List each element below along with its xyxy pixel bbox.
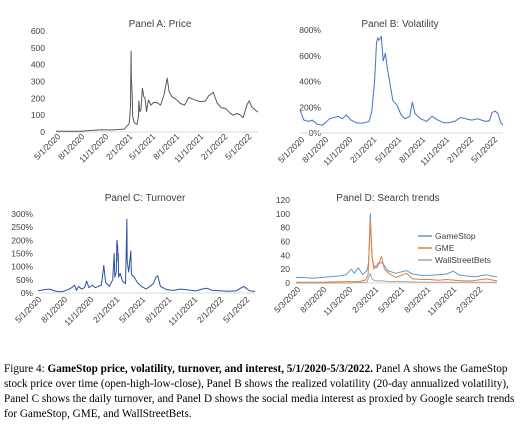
panel-d-series xyxy=(296,213,498,284)
panel-d-xtick: 2/3/2022 xyxy=(454,284,485,315)
panel-a-yticks: 0 100 200 300 400 500 600 xyxy=(31,26,45,137)
panel-d-ytick: 100 xyxy=(276,209,290,219)
panel-d-xtick: 5/3/2021 xyxy=(376,284,407,315)
panel-d-yticks: 0 20 40 60 80 100 120 xyxy=(276,195,290,288)
panel-c-ytick: 300% xyxy=(11,209,33,219)
panel-d-ytick: 20 xyxy=(281,264,291,274)
panel-c: Panel C: Turnover 0% 50% 100% 150% 200% … xyxy=(11,193,256,328)
panel-c-xticks: 5/1/2020 8/1/2020 11/1/2020 2/1/2021 5/1… xyxy=(13,294,252,328)
panel-d: Panel D: Search trends 0 20 40 60 80 100… xyxy=(272,193,498,318)
panel-c-title: Panel C: Turnover xyxy=(105,193,186,204)
panel-d-title: Panel D: Search trends xyxy=(336,193,439,204)
panel-b-title: Panel B: Volatility xyxy=(361,19,438,30)
legend-label-gme: GME xyxy=(435,243,455,253)
panel-b-xtick: 2/1/2021 xyxy=(348,134,379,165)
caption-body: Panel A shows the GameStop stock price o… xyxy=(4,363,515,420)
panel-c-yticks: 0% 50% 100% 150% 200% 250% 300% xyxy=(11,209,33,298)
series-line-c-series-0 xyxy=(37,218,256,293)
legend-label-gamestop: GameStop xyxy=(435,231,476,241)
panel-a-ytick: 0 xyxy=(40,127,45,137)
series-line-a-series-0 xyxy=(56,50,259,132)
panel-a-ytick: 200 xyxy=(31,93,45,103)
panel-a-title: Panel A: Price xyxy=(129,19,192,30)
panel-d-xticks: 5/3/2020 8/3/2020 11/3/2020 2/3/2021 5/3… xyxy=(272,284,485,318)
panel-c-ytick: 250% xyxy=(11,222,33,232)
panel-a-xtick: 5/1/2022 xyxy=(223,131,254,162)
series-line-gamestop xyxy=(296,213,498,279)
panel-b-ytick: 400% xyxy=(299,77,321,87)
panel-d-ytick: 60 xyxy=(281,237,291,247)
panel-c-xtick: 5/1/2020 xyxy=(13,294,44,325)
series-line-wallstreetbets xyxy=(296,272,497,284)
panel-c-xtick: 5/1/2022 xyxy=(221,294,252,325)
series-line-b-series-0 xyxy=(299,35,504,126)
panel-b-xtick: 5/1/2022 xyxy=(469,134,500,165)
series-line-gme xyxy=(296,220,498,283)
panel-a-ytick: 300 xyxy=(31,77,45,87)
legend-label-wallstreetbets: WallStreetBets xyxy=(435,255,491,265)
figure-panels: Panel A: Price 0 100 200 300 400 500 600… xyxy=(11,19,504,328)
panel-a-ytick: 500 xyxy=(31,43,45,53)
panel-d-xtick: 2/3/2021 xyxy=(350,284,381,315)
caption-title: GameStop price, volatility, turnover, an… xyxy=(47,363,373,375)
panel-d-ytick: 40 xyxy=(281,250,291,260)
panel-d-legend: GameStop GME WallStreetBets xyxy=(418,231,491,265)
panel-c-xtick: 5/1/2021 xyxy=(117,294,148,325)
panel-c-ytick: 150% xyxy=(11,249,33,259)
panel-c-series xyxy=(37,218,256,293)
panel-c-xtick: 2/1/2021 xyxy=(91,294,122,325)
panel-b-xticks: 5/1/2020 8/1/2020 11/1/2020 2/1/2021 5/1… xyxy=(276,134,500,168)
panel-a-ytick: 400 xyxy=(31,60,45,70)
figure-caption: Figure 4: GameStop price, volatility, tu… xyxy=(4,362,527,422)
panel-c-ytick: 50% xyxy=(16,275,33,285)
panel-d-ytick: 0 xyxy=(285,278,290,288)
panel-a-ytick: 600 xyxy=(31,26,45,36)
panel-a: Panel A: Price 0 100 200 300 400 500 600… xyxy=(31,19,259,165)
panel-a-ytick: 100 xyxy=(31,110,45,120)
panel-d-xtick: 5/3/2020 xyxy=(272,284,303,315)
panel-b-ytick: 200% xyxy=(299,102,321,112)
panel-d-ytick: 120 xyxy=(276,195,290,205)
panel-b: Panel B: Volatility 0% 200% 400% 600% 80… xyxy=(276,19,504,168)
panel-c-ytick: 100% xyxy=(11,262,33,272)
panel-d-ytick: 80 xyxy=(281,223,291,233)
panel-b-ytick: 800% xyxy=(299,25,321,35)
caption-label: Figure 4: xyxy=(4,363,48,375)
panel-a-series xyxy=(56,50,259,132)
panel-c-ytick: 0% xyxy=(21,288,34,298)
panel-b-series xyxy=(299,35,504,126)
panel-c-ytick: 200% xyxy=(11,235,33,245)
panel-c-xtick: 2/1/2022 xyxy=(195,294,226,325)
panel-b-ytick: 600% xyxy=(299,51,321,61)
panel-a-xticks: 5/1/2020 8/1/2020 11/1/2020 2/1/2021 5/1… xyxy=(32,131,254,165)
